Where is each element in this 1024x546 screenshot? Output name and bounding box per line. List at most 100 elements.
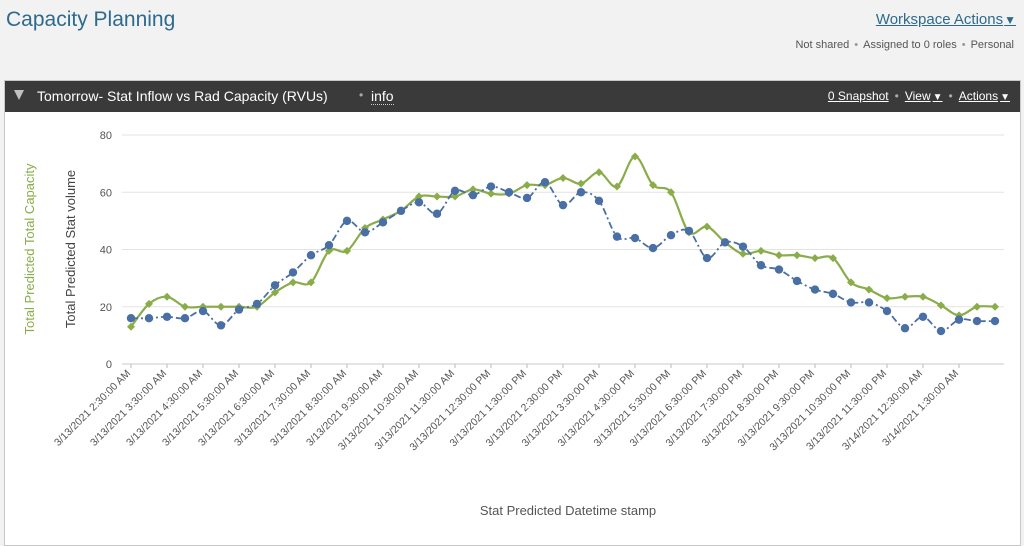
capacity-point [271,288,279,297]
capacity-point [307,278,315,287]
capacity-point [289,278,297,287]
stat-volume-point [684,226,694,236]
separator-dot: • [961,39,966,51]
stat-volume-point [450,186,460,196]
capacity-point [919,292,927,301]
stat-volume-point [774,265,784,274]
stat-volume-point [468,190,478,200]
capacity-point [991,302,999,311]
capacity-point [865,285,873,294]
y-axis-title-stat-volume: Total Predicted Stat volume [63,170,78,328]
capacity-point [343,246,351,255]
stat-volume-point [324,241,334,250]
stat-volume-point [900,324,910,333]
stat-volume-point [630,233,640,243]
capacity-point [649,181,657,190]
capacity-point [487,189,495,198]
capacity-point [559,173,567,182]
stat-volume-point [648,243,658,253]
capacity-point [217,302,225,311]
capacity-point [163,292,171,301]
collapse-triangle-icon[interactable] [14,90,24,100]
stat-volume-point [936,326,946,336]
stat-volume-point [288,268,298,277]
y-tick-label: 60 [100,187,112,199]
capacity-point [127,322,135,331]
stat-volume-point [954,315,964,324]
actions-menu[interactable]: Actions ▼ [959,89,1010,103]
stat-volume-point [738,242,748,251]
info-link[interactable]: info [371,88,394,105]
snapshot-link[interactable]: 0 Snapshot [827,89,889,103]
capacity-point [613,182,621,191]
view-menu[interactable]: View ▼ [905,89,943,103]
capacity-point [415,192,423,201]
capacity-point [757,246,765,255]
capacity-point [469,185,477,194]
stat-volume-point [720,238,730,247]
capacity-point [595,168,603,177]
caret-down-icon: ▼ [932,92,943,103]
separator-dot: • [359,88,364,102]
separator-dot: • [894,89,899,103]
workspace-actions-label: Workspace Actions [875,11,1004,28]
stat-volume-point [126,314,136,323]
capacity-point [829,254,837,263]
stat-volume-point [342,216,352,226]
shared-status: Not shared [795,39,850,51]
panel-header-actions: 0 Snapshot • View ▼ • Actions ▼ [828,89,1010,103]
stat-volume-point [162,312,172,321]
capacity-point [667,188,675,197]
stat-volume-point [486,182,496,191]
capacity-point [973,302,981,311]
stat-volume-point [432,209,442,218]
stat-volume-point [396,206,406,216]
x-axis-title: Stat Predicted Datetime stamp [480,503,656,518]
capacity-point [325,246,333,255]
capacity-point [451,192,459,201]
stat-volume-point [414,198,424,207]
stat-volume-point [144,314,154,323]
stat-volume-point [306,251,316,260]
capacity-point [901,292,909,301]
capacity-point [775,251,783,260]
page-title: Capacity Planning [6,8,176,31]
stat-volume-point [216,321,226,330]
stat-volume-point [540,178,550,187]
stat-volume-point [846,298,856,307]
y-tick-label: 80 [100,130,112,142]
stat-volume-point [576,188,586,197]
y-tick-label: 20 [100,302,112,314]
stat-volume-point [972,316,982,326]
capacity-point [847,278,855,287]
stat-volume-point [180,314,190,323]
roles-status: Assigned to 0 roles [863,39,957,51]
stat-volume-point [702,253,712,263]
y-tick-label: 40 [100,245,112,257]
panel-title: Tomorrow- Stat Inflow vs Rad Capacity (R… [37,88,328,104]
stat-volume-point [990,316,1000,326]
capacity-point [793,251,801,260]
stat-volume-point [504,188,514,197]
stat-volume-point [792,276,802,286]
stat-volume-point [378,218,388,227]
y-tick-label: 0 [106,359,112,371]
stat-volume-point [234,305,244,314]
stat-volume-point [612,232,622,241]
capacity-point [739,249,747,258]
y-axis-title-capacity: Total Predicted Total Capacity [22,163,37,335]
capacity-point [631,152,639,161]
capacity-point [181,302,189,311]
stat-volume-point [252,299,262,309]
workspace-actions-menu[interactable]: Workspace Actions▼ [876,11,1016,28]
stat-volume-point [828,289,838,299]
stat-volume-point [810,285,820,294]
view-label: View [904,89,931,103]
capacity-point [703,222,711,231]
caret-down-icon: ▼ [1000,92,1010,103]
capacity-point [523,181,531,190]
actions-label: Actions [958,89,999,103]
stat-volume-point [198,306,208,316]
separator-dot: • [854,39,859,51]
